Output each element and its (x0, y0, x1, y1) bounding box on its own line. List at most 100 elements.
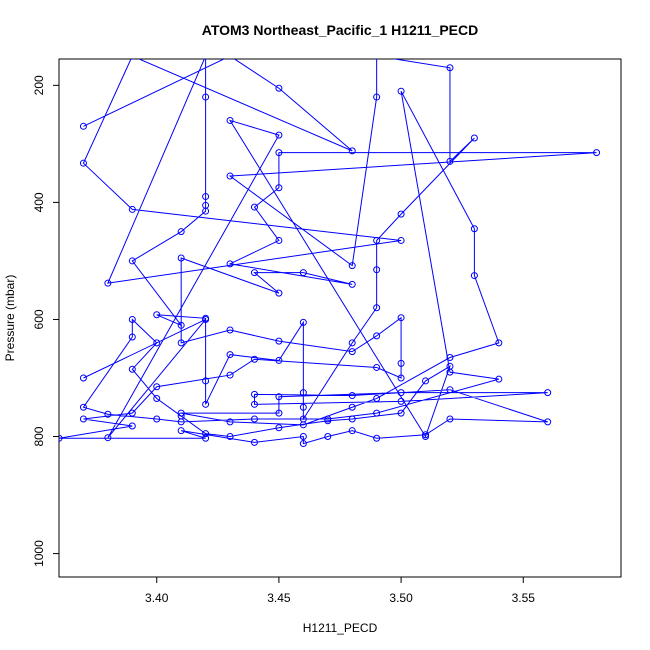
data-point (104, 434, 112, 442)
data-point (153, 394, 161, 402)
data-point (202, 193, 210, 201)
data-point (299, 440, 307, 448)
data-point (79, 374, 87, 382)
data-point (228, 59, 232, 60)
data-point (495, 339, 503, 347)
data-point (128, 315, 136, 323)
data-point (495, 375, 503, 383)
data-point (79, 403, 87, 411)
data-point (250, 355, 258, 363)
y-tick-label: 800 (32, 426, 46, 446)
data-point (250, 390, 258, 398)
y-axis-label: Pressure (mbar) (3, 275, 17, 362)
data-point (348, 392, 356, 400)
data-point (275, 424, 283, 432)
data-point (593, 149, 601, 157)
data-point (275, 84, 283, 92)
data-point (79, 415, 87, 423)
data-point (275, 337, 283, 345)
y-tick-label: 400 (32, 192, 46, 212)
data-point (128, 205, 136, 213)
data-point (446, 64, 454, 72)
data-point (446, 157, 454, 165)
data-point (397, 87, 405, 95)
data-point (177, 412, 185, 420)
x-tick-label: 3.50 (389, 591, 413, 605)
data-point (130, 59, 135, 60)
data-point (275, 356, 283, 364)
data-point (544, 389, 552, 397)
data-point (128, 333, 136, 341)
data-point (373, 434, 381, 442)
data-point (153, 415, 161, 423)
data-point (203, 59, 208, 60)
x-tick-label: 3.40 (145, 591, 169, 605)
data-point (250, 438, 258, 446)
data-point (397, 409, 405, 417)
data-point (128, 409, 136, 417)
data-point (226, 326, 234, 334)
x-axis-label: H1211_PECD (303, 621, 378, 635)
data-point (324, 433, 332, 441)
x-axis: 3.40 3.45 3.50 3.55 (145, 577, 535, 605)
data-point (348, 147, 356, 155)
plot-area (59, 59, 601, 448)
data-point (128, 422, 136, 430)
data-point (299, 421, 307, 429)
data-point (153, 311, 161, 319)
data-point (226, 371, 234, 379)
data-point (373, 394, 381, 402)
data-point (470, 272, 478, 280)
data-point (104, 410, 112, 418)
data-point (422, 433, 430, 441)
data-point (348, 280, 356, 288)
data-point (250, 415, 258, 423)
data-point (299, 433, 307, 441)
data-point (348, 262, 356, 270)
data-point (226, 351, 234, 359)
data-point (153, 383, 161, 391)
data-point (446, 362, 454, 370)
data-point (373, 93, 381, 101)
y-tick-label: 600 (32, 309, 46, 329)
data-point (275, 409, 283, 417)
data-point (397, 236, 405, 244)
data-point (202, 377, 210, 385)
data-point (348, 403, 356, 411)
data-point (275, 149, 283, 157)
data-point (128, 257, 136, 265)
plot-frame (58, 58, 622, 578)
data-point (397, 359, 405, 367)
data-point (275, 184, 283, 192)
data-point (177, 427, 185, 435)
data-point (202, 434, 210, 442)
data-point (128, 365, 136, 373)
data-point (348, 415, 356, 423)
data-point (177, 228, 185, 236)
data-point (226, 116, 234, 124)
data-point (422, 377, 430, 385)
data-point (374, 59, 379, 60)
data-point (397, 210, 405, 218)
data-point (275, 236, 283, 244)
data-point (470, 225, 478, 233)
data-point (59, 434, 63, 442)
data-point (177, 254, 185, 262)
data-point (226, 260, 234, 268)
y-axis: 200 400 600 800 1000 (32, 75, 59, 567)
y-tick-label: 200 (32, 75, 46, 95)
data-point (446, 415, 454, 423)
data-point (153, 339, 161, 347)
data-point (202, 207, 210, 215)
series-line (59, 59, 597, 445)
data-point (373, 236, 381, 244)
data-point (202, 400, 210, 408)
data-point (202, 315, 210, 323)
data-point (397, 314, 405, 322)
data-point (373, 266, 381, 274)
data-point (104, 279, 112, 287)
data-point (275, 393, 283, 401)
data-point (177, 339, 185, 347)
